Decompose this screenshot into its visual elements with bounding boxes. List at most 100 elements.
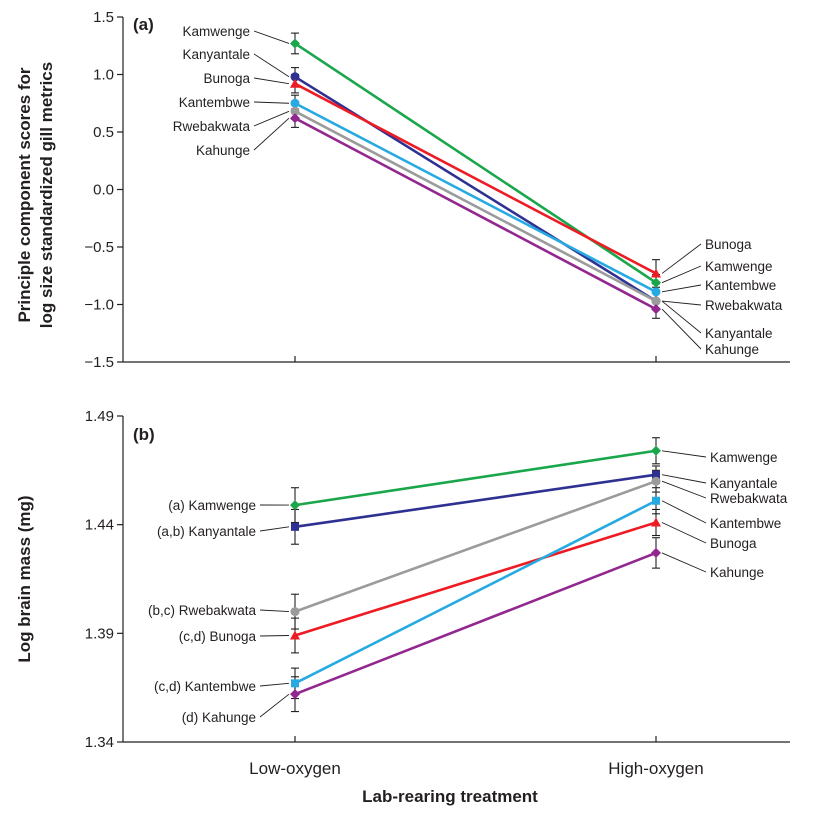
data-point-bunoga [290,630,300,640]
series-line-kantembwe [294,499,657,685]
annotation-label-kantembwe: (c,d) Kantembwe [154,679,256,694]
panel-b-brain-mass: 1.34 1.39 1.44 1.49 Low-oxygen High-oxygen (b)… [15,408,790,778]
annotation-label-kantembwe: Kantembwe [179,95,250,110]
y-tick-label: 0.0 [93,182,114,199]
annotation-leader [253,110,290,127]
series-line-bunoga [294,82,657,275]
x-tick-label: High-oxygen [608,759,703,778]
data-point-kantembwe [291,679,299,688]
annotation-label-rwebakwata: (b,c) Rwebakwata [148,603,257,618]
y-tick-label: 1.34 [85,734,114,751]
data-point-kahunge [290,689,300,700]
data-point-kantembwe [290,98,300,108]
panel-label: (a) [133,15,154,34]
annotation-leader [661,500,707,524]
series-line-kantembwe [294,102,657,294]
annotation-leader [253,30,290,44]
data-point-rwebakwata [651,296,661,306]
annotation-label-kamwenge: Kamwenge [705,259,773,274]
data-point-kamwenge [290,500,300,511]
data-point-bunoga [651,517,661,527]
annotation-leader [661,300,702,334]
annotation-label-kamwenge: (a) Kamwenge [168,498,256,513]
annotation-label-kantembwe: Kantembwe [710,516,781,531]
annotation-leader [661,284,702,293]
series-line-kamwenge [294,42,657,284]
annotation-leader [253,53,290,78]
annotation-label-kamwenge: Kamwenge [182,24,250,39]
data-point-kanyantale [652,470,660,479]
annotation-label-bunoga: Bunoga [710,536,757,551]
annotation-leader [259,526,290,532]
y-tick-label: 1.49 [85,408,114,425]
annotation-label-kahunge: Kahunge [196,143,250,158]
y-axis-title: Log brain mass (mg) [15,495,34,662]
annotation-label-bunoga: (c,d) Bunoga [179,629,257,644]
annotation-leader [661,480,707,499]
series-line-rwebakwata [294,110,657,303]
series-line-kamwenge [294,449,657,507]
x-axis-title: Lab-rearing treatment [362,787,538,806]
y-tick-label: −1.0 [84,297,114,314]
panel-label: (b) [133,425,155,444]
annotation-label-kanyantale: Kanyantale [182,47,250,62]
y-tick-label: 1.5 [93,9,114,26]
annotation-label-kahunge: (d) Kahunge [182,710,256,725]
annotation-label-rwebakwata: Rwebakwata [710,491,788,506]
data-point-kanyantale [290,72,300,82]
data-point-bunoga [290,78,300,88]
series-line-kahunge [294,117,657,311]
y-tick-label: 1.0 [93,67,114,84]
y-tick-label: −1.5 [84,354,114,371]
annotation-label-rwebakwata: Rwebakwata [173,119,251,134]
annotation-leader [253,117,290,151]
y-tick-label: 1.39 [85,625,114,642]
series-line-kanyantale [294,473,657,529]
data-point-bunoga [651,268,661,278]
data-point-kanyantale [291,522,299,531]
annotation-leader [259,693,290,718]
data-point-kahunge [651,547,661,558]
data-point-kamwenge [651,445,661,456]
x-tick-label: Low-oxygen [249,759,341,778]
data-point-kamwenge [651,277,661,288]
annotation-leader [661,450,707,458]
annotation-label-rwebakwata: Rwebakwata [705,298,783,313]
y-tick-label: 1.44 [85,517,114,534]
data-point-kantembwe [652,496,660,505]
y-tick-label: −0.5 [84,239,114,256]
data-point-rwebakwata [290,106,300,116]
series-line-kahunge [294,551,657,696]
series-line-rwebakwata [294,479,657,613]
annotation-leader [661,522,707,544]
data-point-kantembwe [651,287,661,297]
annotation-leader [661,552,707,573]
series-line-bunoga [294,521,657,637]
data-point-rwebakwata [651,476,661,486]
annotation-leader [661,308,702,350]
annotation-leader [253,77,290,85]
annotation-label-kanyantale: (a,b) Kanyantale [157,524,256,539]
annotation-leader [661,300,702,306]
annotation-label-kahunge: Kahunge [705,342,759,357]
y-axis-title-line: Principle component scores for [15,67,34,322]
y-axis-title-line: log size standardized gill metrics [37,62,56,328]
annotation-leader [661,243,702,274]
annotation-label-kamwenge: Kamwenge [710,450,778,465]
annotation-label-kanyantale: Kanyantale [705,326,773,341]
annotation-leader [259,609,290,613]
annotation-leader [259,682,290,687]
data-point-rwebakwata [290,607,300,617]
data-point-kamwenge [290,38,300,49]
data-point-kahunge [651,304,661,315]
series-line-kanyantale [294,75,657,303]
annotation-label-bunoga: Bunoga [203,71,250,86]
annotation-label-kahunge: Kahunge [710,565,764,580]
annotation-label-kantembwe: Kantembwe [705,278,776,293]
annotation-label-bunoga: Bunoga [705,237,752,252]
data-point-kahunge [290,113,300,124]
annotation-leader [661,474,707,484]
annotation-leader [661,265,702,284]
panel-a-gill-pc-scores: −1.5 −1.0 −0.5 0.0 0.5 1.0 1.5 (a) Principle com… [15,9,790,371]
